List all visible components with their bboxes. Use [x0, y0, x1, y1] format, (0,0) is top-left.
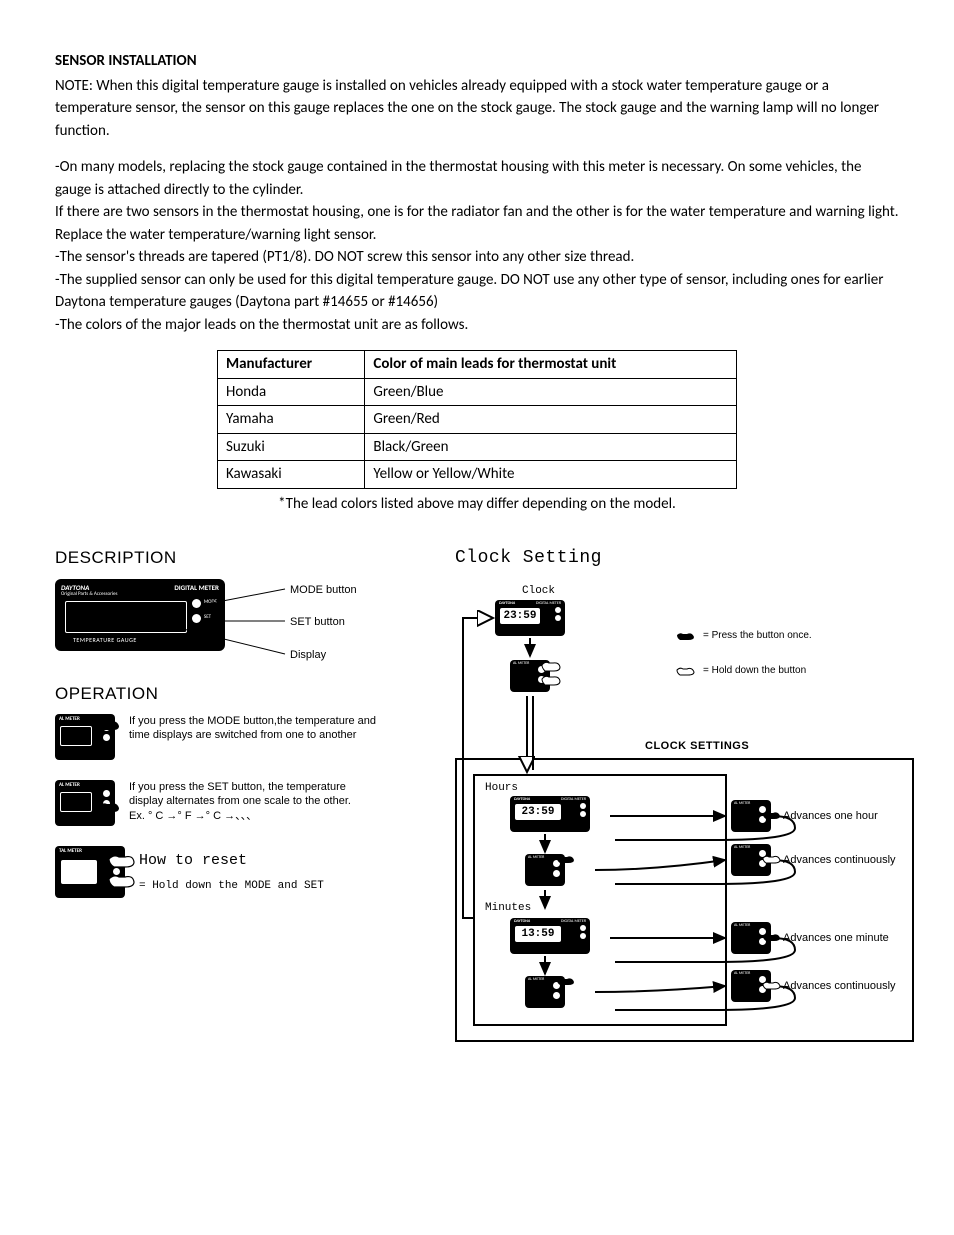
advance-cont-label-2: Advances continuously — [783, 978, 896, 995]
button-dot-icon — [192, 614, 201, 623]
hand-press-icon — [555, 852, 577, 866]
td-color: Black/Green — [365, 433, 737, 461]
body-paragraphs: -On many models, replacing the stock gau… — [55, 156, 899, 336]
reset-row: TAL METER How to reset = Hold down the M… — [55, 846, 435, 898]
callout-mode: MODE button — [290, 582, 357, 599]
operation-row-mode: AL METER If you press the MODE button,th… — [55, 714, 435, 760]
callout-set: SET button — [290, 614, 345, 631]
advance-hour-label: Advances one hour — [783, 808, 878, 825]
td-mfr: Honda — [218, 378, 365, 406]
operation-text-set: If you press the SET button, the tempera… — [129, 780, 379, 823]
set-label: SET — [204, 614, 211, 622]
reset-heading: How to reset — [139, 850, 324, 873]
operation-heading: OPERATION — [55, 681, 435, 707]
hand-press-icon — [97, 798, 123, 816]
section-title: SENSOR INSTALLATION — [55, 50, 899, 73]
hand-hold-icon — [761, 978, 783, 992]
leads-table: Manufacturer Color of main leads for the… — [217, 350, 737, 489]
gauge-face: DAYTONA Original Parts & Accessories DIG… — [55, 579, 225, 651]
td-color: Yellow or Yellow/White — [365, 461, 737, 489]
minutes-gauge: DAYTONADIGITAL METER 13:59 — [510, 918, 590, 954]
button-dot-icon — [192, 599, 201, 608]
hours-label: Hours — [485, 780, 518, 797]
gauge-diagram: DAYTONA Original Parts & Accessories DIG… — [55, 579, 415, 651]
hand-hold-icon — [761, 852, 783, 866]
hours-gauge: DAYTONADIGITAL METER 23:59 — [510, 796, 590, 832]
hand-press-icon — [761, 808, 783, 822]
td-mfr: Yamaha — [218, 406, 365, 434]
p1: -On many models, replacing the stock gau… — [55, 158, 862, 199]
hand-press-icon — [555, 974, 577, 988]
clock-diagram: Clock DAYTONADIGITAL METER 23:59 = Press… — [455, 578, 915, 1058]
td-color: Green/Blue — [365, 378, 737, 406]
display-value: 23:59 — [515, 804, 561, 820]
gauge-temp-label: TEMPERATURE GAUGE — [73, 636, 137, 645]
advance-minute-label: Advances one minute — [783, 930, 889, 947]
table-row: Yamaha Green/Red — [218, 406, 737, 434]
gauge-brand-sub: Original Parts & Accessories — [61, 591, 117, 599]
note-paragraph: NOTE: When this digital temperature gaug… — [55, 75, 899, 143]
set-button-indicator: SET — [192, 614, 217, 623]
td-mfr: Suzuki — [218, 433, 365, 461]
hand-hold-icon — [107, 870, 137, 890]
hand-press-icon — [97, 716, 123, 734]
td-color: Green/Red — [365, 406, 737, 434]
table-header-row: Manufacturer Color of main leads for the… — [218, 351, 737, 379]
reset-text: = Hold down the MODE and SET — [139, 878, 324, 895]
clock-setting-heading: Clock Setting — [455, 545, 915, 572]
td-mfr: Kawasaki — [218, 461, 365, 489]
p2: If there are two sensors in the thermost… — [55, 203, 899, 244]
table-row: Honda Green/Blue — [218, 378, 737, 406]
gauge-display — [65, 601, 187, 633]
callout-display: Display — [290, 647, 326, 664]
minutes-label: Minutes — [485, 900, 531, 917]
table-row: Suzuki Black/Green — [218, 433, 737, 461]
op-text-line1: If you press the SET button, the tempera… — [129, 781, 351, 807]
hand-press-icon — [761, 930, 783, 944]
operation-text-mode: If you press the MODE button,the tempera… — [129, 714, 379, 743]
display-value: 13:59 — [515, 926, 561, 942]
p5: -The colors of the major leads on the th… — [55, 316, 468, 334]
operation-row-set: AL METER If you press the SET button, th… — [55, 780, 435, 826]
table-footnote: *The lead colors listed above may differ… — [55, 493, 899, 516]
th-color: Color of main leads for thermostat unit — [365, 351, 737, 379]
th-manufacturer: Manufacturer — [218, 351, 365, 379]
hand-hold-icon — [107, 850, 137, 870]
p3: -The sensor's threads are tapered (PT1/8… — [55, 248, 634, 266]
mode-button-indicator: MODE — [192, 599, 217, 608]
mode-label: MODE — [204, 599, 217, 607]
description-heading: DESCRIPTION — [55, 545, 435, 571]
advance-cont-label: Advances continuously — [783, 852, 896, 869]
table-row: Kawasaki Yellow or Yellow/White — [218, 461, 737, 489]
op-text-line2: Ex. ° C →° F →° C →、、、 — [129, 810, 257, 822]
p4: -The supplied sensor can only be used fo… — [55, 271, 883, 312]
gauge-model: DIGITAL METER — [174, 583, 219, 594]
